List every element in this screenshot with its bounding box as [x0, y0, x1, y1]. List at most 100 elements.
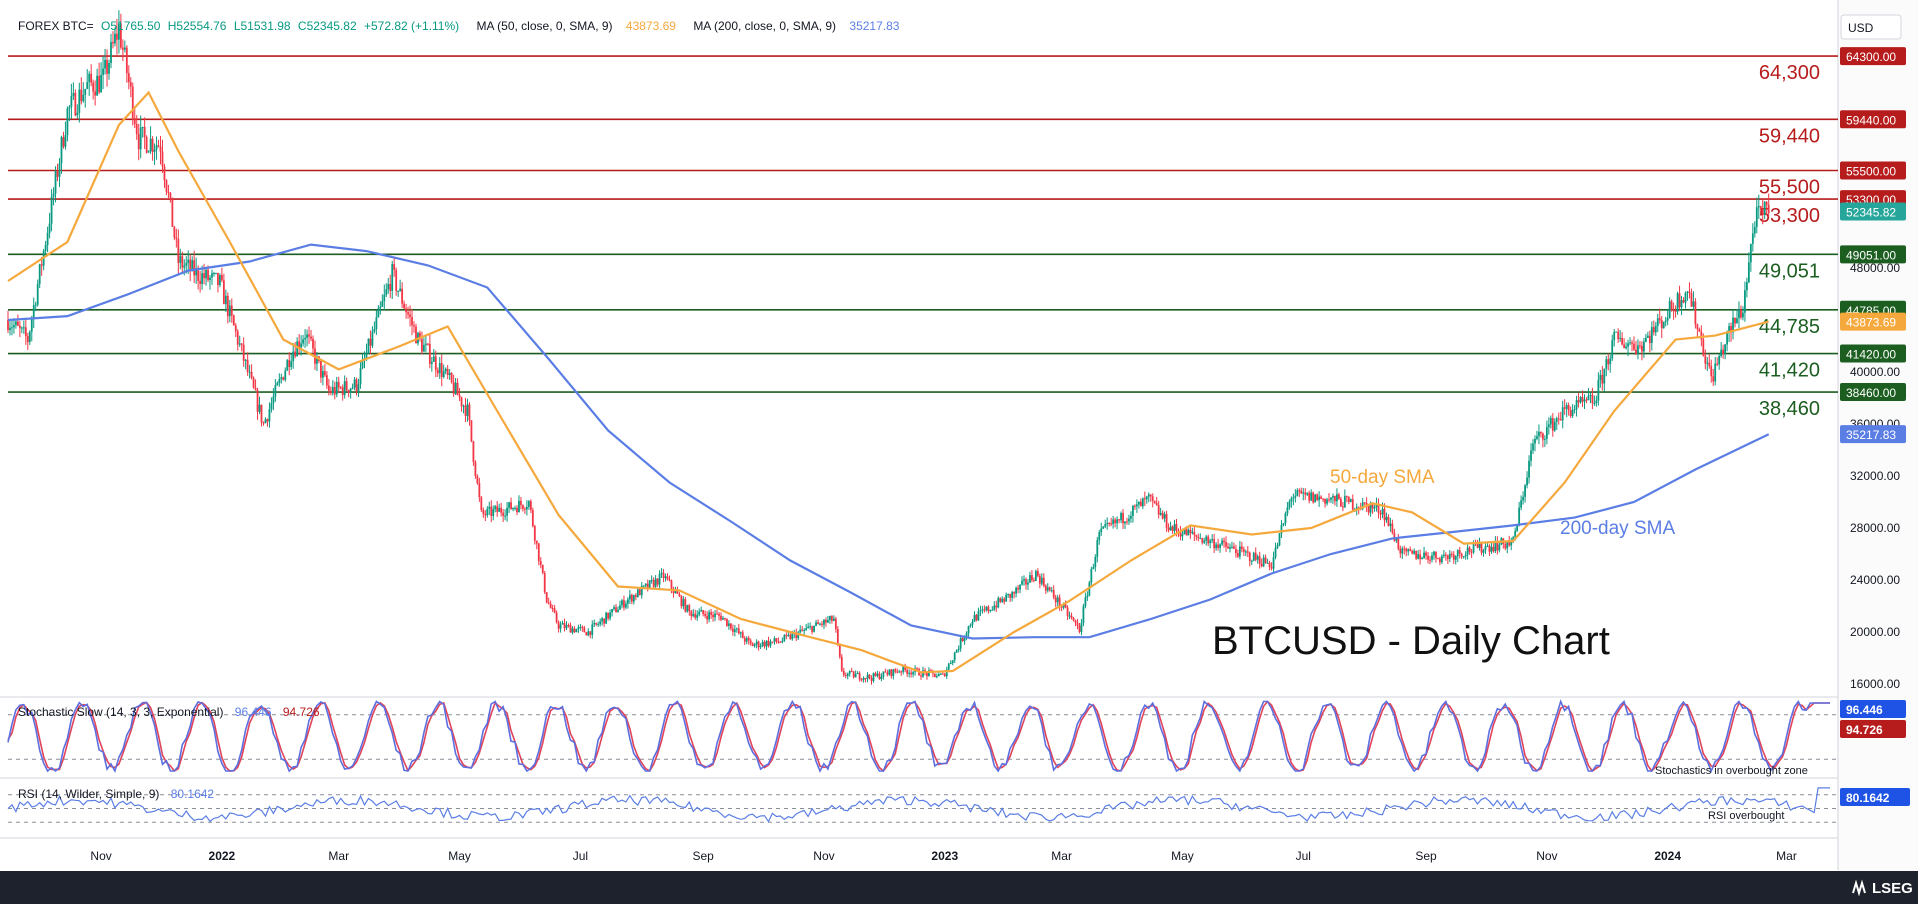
- candle-body: [1157, 505, 1160, 515]
- candle-body: [987, 606, 990, 612]
- candle-body: [232, 315, 235, 326]
- last-price-tag-text: 52345.82: [1846, 206, 1896, 220]
- candle-body: [159, 146, 162, 152]
- candle-body: [1627, 343, 1629, 347]
- candle-body: [1078, 625, 1081, 632]
- y-tick-label: 32000.00: [1850, 469, 1900, 483]
- candle-body: [821, 623, 823, 625]
- candle-body: [1330, 497, 1332, 500]
- candle-body: [739, 632, 742, 634]
- level-tag-text: 38460.00: [1846, 386, 1896, 400]
- currency-box[interactable]: [1840, 14, 1902, 40]
- candle-body: [928, 670, 930, 677]
- sma50-annotation: 50-day SMA: [1330, 467, 1435, 488]
- candle-body: [805, 628, 808, 630]
- candle-body: [300, 343, 303, 348]
- candle-body: [20, 327, 23, 329]
- stochastic-legend-label[interactable]: Stochastic Slow (14, 3, 3, Exponential): [18, 705, 223, 719]
- candle-body: [1579, 397, 1582, 403]
- change-value: +572.82 (+1.11%): [364, 19, 459, 33]
- candle-body: [1238, 546, 1241, 557]
- candle-body: [1494, 541, 1497, 552]
- candle-body: [892, 669, 895, 677]
- candle-body: [1749, 243, 1752, 263]
- stochastic-annotation: Stochastics in overbought zone: [1655, 765, 1808, 777]
- candle-body: [834, 618, 837, 630]
- candle-body: [197, 268, 200, 281]
- candle-body: [1534, 438, 1536, 444]
- candle-body: [177, 238, 180, 263]
- level-tag-text: 64300.00: [1846, 50, 1896, 64]
- candle-body: [1631, 342, 1633, 344]
- candle-body: [710, 612, 712, 615]
- candle-body: [1318, 496, 1321, 501]
- chart-title: BTCUSD - Daily Chart: [1212, 619, 1610, 663]
- candle-body: [1064, 604, 1067, 608]
- candle-body: [755, 641, 758, 645]
- candle-body: [1007, 593, 1010, 595]
- candle-body: [747, 637, 750, 641]
- candle-body: [989, 609, 992, 612]
- candle-body: [179, 256, 182, 263]
- candle-body: [531, 510, 534, 527]
- candle-body: [288, 360, 291, 367]
- candle-body: [1664, 320, 1667, 322]
- candle-body: [1001, 598, 1004, 602]
- candle-body: [361, 359, 364, 369]
- candle-body: [1092, 567, 1095, 569]
- candle-body: [1686, 291, 1689, 293]
- axes: 16000.00 20000.00 24000.00 28000.00 32000.00…: [90, 202, 1906, 863]
- candle-body: [1256, 556, 1259, 560]
- candle-body: [700, 610, 703, 612]
- x-tick-label: Sep: [692, 849, 714, 863]
- candle-body: [183, 265, 186, 268]
- candle-body: [426, 343, 429, 345]
- lseg-logo-icon: [1852, 879, 1866, 897]
- candle-body: [1571, 409, 1574, 417]
- candle-body: [777, 641, 780, 643]
- candle-body: [292, 351, 295, 362]
- candle-body: [1290, 498, 1293, 502]
- candle-body: [1446, 555, 1449, 559]
- ma50-legend-label[interactable]: MA (50, close, 0, SMA, 9): [477, 19, 613, 33]
- candle-body: [1132, 505, 1134, 516]
- candle-body: [191, 260, 194, 271]
- candle-body: [1397, 538, 1400, 549]
- candle-body: [1199, 538, 1202, 540]
- candle-body: [716, 613, 718, 615]
- candle-body: [1349, 499, 1352, 502]
- candle-body: [1250, 560, 1253, 562]
- candle-body: [660, 572, 663, 574]
- candle-body: [280, 377, 283, 380]
- candle-body: [163, 166, 166, 181]
- candle-body: [615, 607, 617, 613]
- candle-body: [1462, 556, 1465, 558]
- candle-body: [1130, 515, 1132, 519]
- candle-body: [262, 422, 265, 424]
- candle-body: [1759, 206, 1762, 209]
- candle-body: [1070, 615, 1073, 618]
- candle-body: [129, 82, 132, 87]
- candle-body: [217, 272, 219, 285]
- rsi-legend-label[interactable]: RSI (14, Wilder, Simple, 9): [18, 787, 159, 801]
- candle-body: [405, 308, 407, 313]
- candle-body: [1062, 604, 1065, 608]
- candle-body: [1518, 507, 1521, 526]
- candle-body: [1371, 504, 1374, 509]
- candle-body: [224, 295, 227, 305]
- y-tick-label: 24000.00: [1850, 573, 1900, 587]
- candle-body: [1611, 340, 1614, 359]
- candle-body: [28, 331, 31, 342]
- candle-body: [456, 382, 459, 396]
- high-value: H52554.76: [168, 19, 227, 33]
- candle-body: [1435, 551, 1437, 559]
- ma200-legend-label[interactable]: MA (200, close, 0, SMA, 9): [693, 19, 836, 33]
- candle-body: [460, 397, 463, 407]
- candle-body: [609, 612, 611, 619]
- symbol-name[interactable]: FOREX BTC=: [18, 19, 94, 33]
- candle-body: [1023, 579, 1025, 581]
- candle-body: [234, 325, 237, 332]
- candle-body: [40, 264, 43, 266]
- price-axis-panel[interactable]: [1838, 0, 1918, 904]
